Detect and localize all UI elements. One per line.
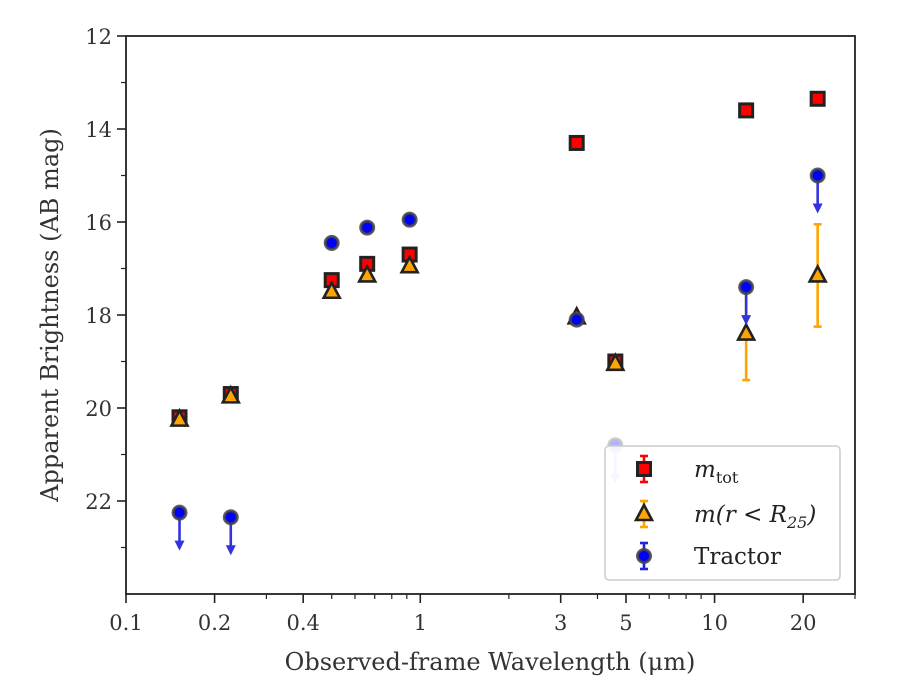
data-point-circle: [222, 509, 239, 526]
x-tick-label: 10: [701, 611, 728, 635]
legend-label: Tractor: [694, 544, 781, 570]
x-tick-label: 0.4: [286, 611, 319, 635]
data-point-group: [323, 234, 340, 251]
upper-limit-arrowhead: [225, 545, 236, 556]
data-point-group: [738, 102, 755, 119]
data-point-circle: [359, 219, 376, 236]
legend-label: m(r < R25): [694, 502, 816, 532]
data-point-circle: [323, 234, 340, 251]
legend-label: mtot: [694, 457, 739, 487]
x-axis-title: Observed-frame Wavelength (μm): [285, 648, 696, 676]
legend-box: [604, 445, 841, 581]
series-triangle: [169, 223, 828, 427]
y-tick-label: 18: [85, 304, 112, 328]
legend: mtot m(r < R25) Tractor: [604, 445, 841, 581]
data-point-group: [809, 167, 826, 214]
data-point-group: [321, 279, 342, 300]
x-axis-ticks: 0.1 0.2 0.4 1 3 5 10 20: [109, 594, 856, 635]
data-point-circle: [809, 167, 826, 184]
data-point-triangle: [605, 352, 626, 372]
series-square: [171, 90, 826, 426]
legend-marker-square: [636, 461, 652, 477]
data-point-group: [220, 384, 241, 404]
y-tick-label: 20: [85, 397, 112, 421]
data-point-group: [401, 211, 418, 228]
data-point-square: [738, 102, 755, 119]
data-point-group: [169, 407, 190, 427]
legend-marker-triangle: [633, 502, 655, 522]
y-tick-label: 14: [85, 118, 112, 142]
data-point-circle: [568, 311, 585, 328]
data-point-group: [222, 509, 239, 556]
data-point-triangle: [399, 254, 420, 274]
legend-marker-circle: [636, 548, 652, 564]
y-axis-title: Apparent Brightness (AB mag): [36, 128, 64, 503]
data-point-square: [809, 90, 826, 107]
x-tick-label: 3: [554, 611, 567, 635]
data-point-circle: [738, 279, 755, 296]
data-point-group: [568, 134, 585, 151]
data-point-group: [738, 279, 755, 326]
data-point-group: [171, 504, 188, 551]
data-point-group: [605, 352, 626, 372]
y-tick-label: 22: [85, 490, 112, 514]
y-axis-ticks: 12 14 16 18 20 22: [85, 25, 126, 549]
data-point-triangle: [220, 384, 241, 404]
data-point-group: [359, 219, 376, 236]
data-point-group: [568, 311, 585, 328]
data-point-circle: [171, 504, 188, 521]
upper-limit-arrowhead: [174, 540, 185, 551]
x-tick-label: 0.2: [198, 611, 231, 635]
x-tick-label: 0.1: [109, 611, 142, 635]
data-point-square: [568, 134, 585, 151]
data-point-group: [399, 254, 420, 274]
data-point-group: [357, 263, 378, 283]
upper-limit-arrowhead: [812, 203, 823, 214]
data-point-group: [809, 90, 826, 107]
data-point-triangle: [321, 279, 342, 300]
y-tick-label: 16: [85, 211, 112, 235]
x-tick-label: 20: [790, 611, 817, 635]
data-point-group: [807, 223, 828, 328]
data-point-triangle: [735, 321, 757, 341]
data-point-triangle: [807, 263, 828, 283]
x-tick-label: 5: [619, 611, 632, 635]
data-point-circle: [401, 211, 418, 228]
data-point-triangle: [169, 407, 190, 427]
x-tick-label: 1: [414, 611, 427, 635]
upper-limit-arrowhead: [741, 315, 752, 326]
y-tick-label: 12: [85, 25, 112, 49]
data-point-triangle: [357, 263, 378, 283]
